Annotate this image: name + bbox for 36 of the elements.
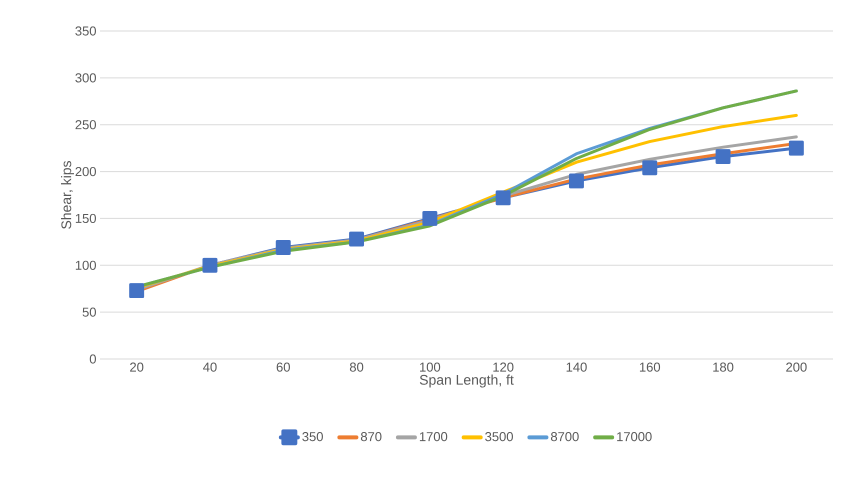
y-tick-label: 250: [76, 120, 96, 130]
point: [568, 173, 584, 188]
x-tick-label: 140: [566, 362, 587, 372]
y-tick-label: 0: [90, 354, 96, 364]
point: [716, 149, 731, 164]
y-axis-title: Shear, kips: [61, 161, 74, 229]
legend-label: 8700: [550, 432, 579, 442]
point: [202, 258, 218, 273]
y-tick-label: 200: [76, 166, 96, 176]
x-tick-label: 60: [276, 362, 290, 372]
x-tick-label: 40: [203, 362, 217, 372]
y-tick-label: 50: [82, 308, 96, 317]
y-tick-label: 300: [75, 73, 96, 82]
y-tick-label: 100: [76, 260, 96, 270]
x-tick-label: 160: [640, 362, 660, 372]
y-tick-label: 150: [76, 214, 96, 224]
legend-label: 1700: [420, 432, 448, 442]
x-tick-label: 100: [420, 362, 440, 372]
x-tick-label: 180: [713, 362, 734, 372]
point: [642, 160, 658, 176]
x-tick-label: 120: [493, 362, 514, 372]
y-tick-label: 350: [75, 26, 96, 36]
legend-label: 350: [302, 432, 323, 442]
legend-label: 870: [360, 432, 382, 442]
point: [276, 240, 291, 255]
point: [129, 283, 144, 298]
legend-label: 3500: [485, 432, 513, 442]
x-tick-label: 80: [350, 362, 364, 372]
point: [496, 190, 511, 206]
x-tick-label: 20: [130, 362, 144, 372]
x-axis-title: Span Length, ft: [420, 374, 514, 388]
x-tick-label: 200: [786, 362, 807, 372]
point: [422, 210, 438, 226]
point: [788, 140, 804, 156]
legend-label: 17000: [617, 432, 652, 442]
point: [349, 232, 364, 247]
